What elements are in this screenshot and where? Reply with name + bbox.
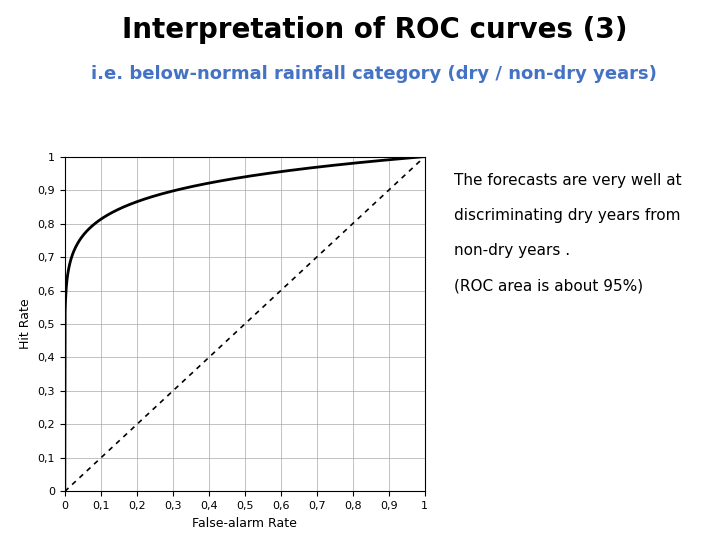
Text: The forecasts are very well at: The forecasts are very well at xyxy=(454,173,681,188)
Text: i.e. below-normal rainfall category (dry / non-dry years): i.e. below-normal rainfall category (dry… xyxy=(91,65,657,83)
Text: discriminating dry years from: discriminating dry years from xyxy=(454,208,680,223)
X-axis label: False-alarm Rate: False-alarm Rate xyxy=(192,517,297,530)
Text: non-dry years .: non-dry years . xyxy=(454,243,570,258)
Y-axis label: Hit Rate: Hit Rate xyxy=(19,299,32,349)
Text: (ROC area is about 95%): (ROC area is about 95%) xyxy=(454,278,643,293)
Text: Interpretation of ROC curves (3): Interpretation of ROC curves (3) xyxy=(122,16,627,44)
